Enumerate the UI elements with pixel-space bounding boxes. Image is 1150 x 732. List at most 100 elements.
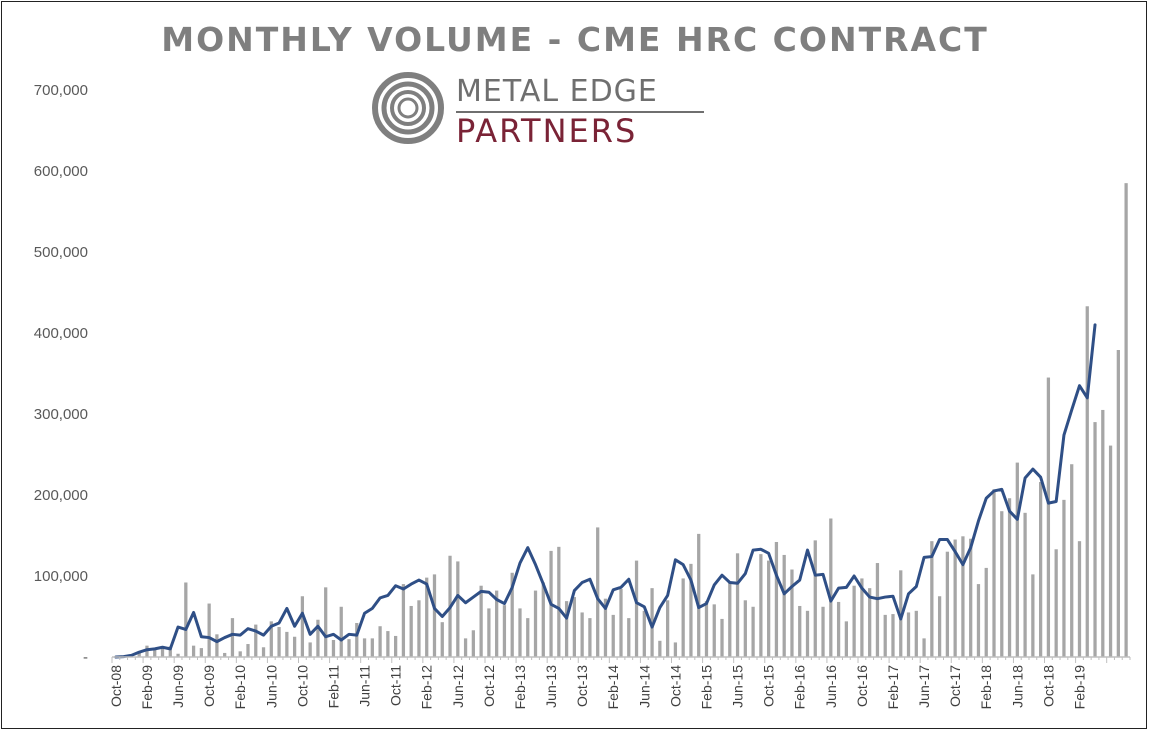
logo-text-metal-edge: METAL EDGE: [456, 74, 658, 109]
volume-bar: [386, 631, 390, 657]
volume-bar: [394, 635, 398, 657]
volume-bar: [1062, 499, 1066, 657]
volume-bar: [1039, 482, 1043, 657]
volume-bar: [937, 596, 942, 657]
volume-bar: [627, 618, 631, 657]
volume-bar: [1124, 183, 1128, 657]
volume-bar: [331, 639, 336, 657]
company-logo: METAL EDGE PARTNERS: [372, 72, 722, 152]
x-axis: Oct-08 Feb-09 Jun-09 Oct-09 Feb-10 Jun-10 Oct-…: [108, 656, 1131, 710]
volume-bar: [945, 551, 950, 657]
volume-bars: [122, 183, 1128, 657]
x-tick-label: Oct-15: [761, 665, 777, 707]
volume-bar: [277, 627, 281, 657]
volume-bar: [930, 541, 934, 657]
volume-bar: [153, 649, 157, 657]
volume-bar: [1000, 511, 1004, 657]
x-tick-label: Feb-10: [232, 665, 248, 710]
volume-bar: [782, 554, 786, 657]
volume-bar: [184, 582, 188, 657]
volume-bar: [285, 631, 289, 657]
volume-bar: [1031, 574, 1035, 657]
x-tick-label: Feb-11: [325, 665, 341, 709]
volume-bar: [836, 601, 841, 657]
volume-bar: [207, 603, 211, 657]
volume-bar: [199, 648, 203, 657]
y-tick-label: 600,000: [34, 163, 88, 180]
volume-bar: [324, 587, 328, 657]
volume-bar: [401, 584, 406, 657]
volume-bar: [689, 563, 693, 657]
chart-title: MONTHLY VOLUME - CME HRC CONTRACT: [161, 20, 989, 59]
logo-text-partners: PARTNERS: [456, 112, 638, 150]
x-tick-label: Jun-14: [636, 665, 652, 708]
volume-bar: [720, 618, 724, 657]
volume-bar: [658, 640, 662, 657]
x-tick-label: Jun-15: [730, 665, 746, 708]
x-tick-label: Jun-12: [450, 665, 466, 708]
volume-bar: [743, 600, 747, 657]
volume-bar: [463, 638, 468, 657]
volume-bar: [176, 653, 180, 657]
volume-bar: [564, 601, 569, 657]
volume-bar: [425, 577, 429, 657]
volume-bar: [269, 621, 273, 657]
volume-bar: [300, 596, 305, 657]
x-tick-label: Feb-19: [1071, 665, 1087, 710]
volume-bar: [160, 648, 165, 657]
volume-bar: [767, 560, 771, 657]
volume-bar: [1015, 462, 1019, 657]
volume-bar: [261, 647, 266, 657]
volume-bar: [650, 588, 654, 657]
volume-bar: [487, 608, 491, 657]
x-tick-label: Feb-09: [139, 665, 155, 710]
x-tick-label: Feb-14: [605, 665, 621, 710]
x-tick-label: Feb-15: [698, 665, 714, 710]
volume-bar: [681, 578, 685, 657]
volume-bar: [712, 604, 716, 657]
volume-bar: [246, 644, 250, 657]
volume-bar: [456, 561, 460, 657]
volume-bar: [292, 636, 297, 657]
y-tick-label: 200,000: [34, 487, 88, 504]
volume-bar: [829, 518, 833, 657]
volume-bar: [557, 546, 561, 657]
average-line: [114, 323, 1097, 659]
volume-bar: [735, 553, 740, 657]
volume-bar: [844, 621, 848, 657]
x-tick-label: Jun-09: [170, 665, 186, 708]
volume-bar: [790, 569, 794, 657]
volume-bar: [969, 538, 973, 657]
volume-bar: [541, 582, 545, 657]
y-tick-label: 300,000: [34, 406, 88, 423]
volume-bar: [1085, 306, 1089, 657]
volume-bar: [611, 614, 615, 657]
volume-bar: [1108, 445, 1113, 657]
volume-bar: [137, 652, 141, 657]
volume-bar: [502, 605, 507, 657]
volume-bar: [479, 585, 483, 657]
volume-bar: [168, 646, 172, 657]
volume-bar: [145, 645, 149, 657]
volume-bar: [238, 651, 242, 657]
x-tick-label: Jun-11: [357, 665, 373, 707]
volume-bar: [976, 584, 981, 657]
volume-bar: [704, 601, 709, 657]
volume-bar: [316, 619, 320, 657]
volume-bar: [891, 614, 895, 657]
x-tick-label: Feb-16: [792, 665, 808, 710]
x-tick-label: Oct-11: [388, 665, 404, 706]
volume-bar: [961, 536, 965, 657]
volume-bar: [665, 600, 670, 657]
x-tick-label: Oct-09: [201, 665, 217, 707]
volume-bar: [223, 652, 227, 657]
volume-bar: [495, 590, 499, 657]
volume-bar: [992, 489, 996, 657]
x-tick-label: Feb-18: [978, 665, 994, 710]
volume-bar: [347, 639, 351, 657]
volume-bar: [339, 606, 343, 657]
volume-bar: [1116, 350, 1120, 657]
volume-bar: [1046, 377, 1051, 657]
x-tick-label: Jun-17: [916, 665, 932, 708]
